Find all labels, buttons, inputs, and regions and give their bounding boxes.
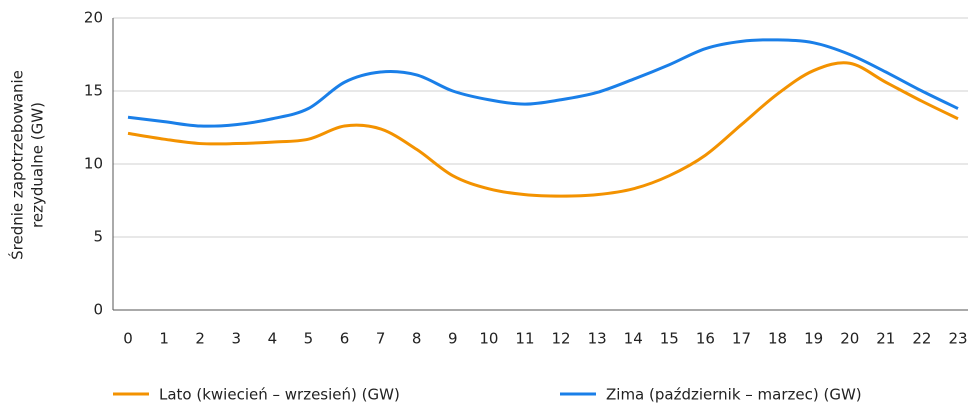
series-line	[127, 38, 959, 128]
x-tick-label: 8	[412, 330, 422, 348]
y-tick-label: 15	[84, 82, 103, 100]
x-tick-label: 19	[804, 330, 823, 348]
x-tick-label: 0	[123, 330, 133, 348]
x-tick-label: 7	[376, 330, 386, 348]
x-tick-label: 5	[304, 330, 314, 348]
series-line	[127, 61, 959, 198]
x-tick-label: 20	[840, 330, 859, 348]
x-tick-label: 12	[551, 330, 570, 348]
y-tick-label: 20	[84, 9, 103, 27]
x-tick-label: 14	[624, 330, 643, 348]
x-tick-label: 3	[231, 330, 241, 348]
legend-label: Zima (październik – marzec) (GW)	[606, 386, 862, 404]
x-tick-label: 21	[876, 330, 895, 348]
y-tick-label: 10	[84, 155, 103, 173]
x-tick-label: 13	[588, 330, 607, 348]
x-tick-label: 23	[948, 330, 967, 348]
x-tick-label: 15	[660, 330, 679, 348]
x-tick-label: 10	[479, 330, 498, 348]
x-tick-label: 16	[696, 330, 715, 348]
x-tick-label: 11	[515, 330, 534, 348]
x-tick-label: 2	[195, 330, 205, 348]
x-tick-label: 6	[340, 330, 350, 348]
y-tick-label: 0	[93, 301, 103, 319]
x-tick-label: 1	[159, 330, 169, 348]
x-tick-label: 22	[912, 330, 931, 348]
x-tick-label: 4	[268, 330, 278, 348]
x-tick-label: 17	[732, 330, 751, 348]
y-axis-label: Średnie zapotrzebowanie	[8, 70, 27, 260]
x-tick-label: 9	[448, 330, 458, 348]
legend-label: Lato (kwiecień – wrzesień) (GW)	[159, 386, 400, 404]
x-tick-label: 18	[768, 330, 787, 348]
y-axis-label: rezydualne (GW)	[29, 102, 47, 228]
y-tick-label: 5	[93, 228, 103, 246]
